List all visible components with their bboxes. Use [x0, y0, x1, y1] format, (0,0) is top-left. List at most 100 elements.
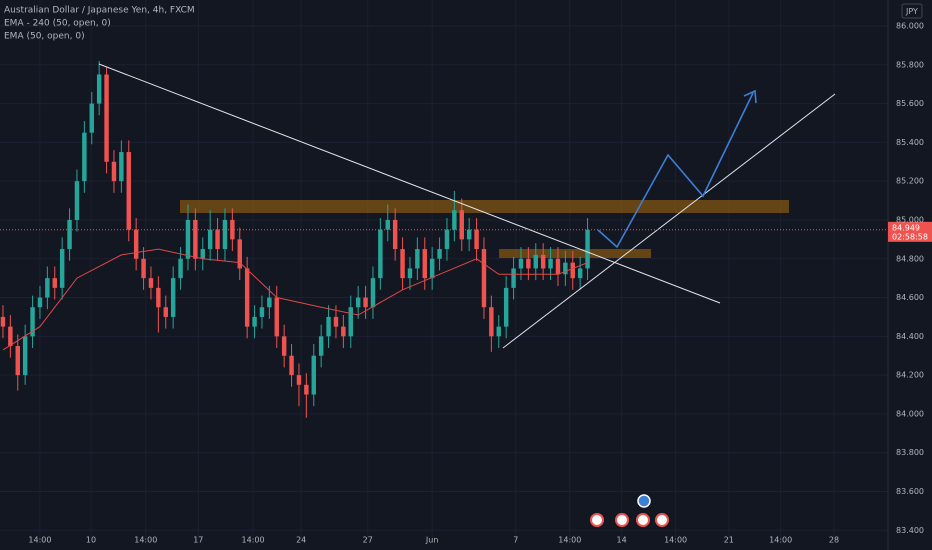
y-tick-label: 85.400 [896, 138, 924, 147]
candle-body [585, 229, 590, 269]
arrow-head [743, 89, 757, 104]
candle-body [141, 258, 146, 279]
candle-body [22, 336, 28, 376]
projection-path [597, 92, 754, 249]
x-tick-label: 7 [513, 536, 518, 545]
event-icon[interactable] [637, 494, 651, 508]
candle-body [193, 219, 198, 259]
candle-body [341, 326, 346, 337]
candle-body [289, 355, 294, 376]
candle-body [333, 316, 339, 327]
candle-body [126, 152, 131, 230]
candle-body [489, 307, 494, 337]
candle-body [422, 249, 427, 279]
candle-body [119, 152, 124, 182]
candle-body [215, 229, 220, 250]
candle-body [274, 297, 279, 337]
x-tick-label: 14:00 [134, 536, 157, 545]
candle-body [133, 229, 139, 259]
candle-body [577, 268, 583, 279]
candle-body [59, 249, 65, 288]
x-tick-label: 10 [86, 536, 96, 545]
currency-box[interactable] [901, 3, 923, 19]
y-tick-label: 83.600 [896, 487, 924, 496]
candle-body [267, 297, 272, 308]
y-tick-label: 85.600 [896, 99, 924, 108]
candle-body [518, 258, 524, 269]
candle-body [0, 316, 6, 327]
y-tick-label: 84.000 [896, 409, 924, 418]
indicator-legend: EMA - 240 (50, open, 0) [4, 19, 111, 29]
y-tick-label: 86.000 [896, 21, 924, 30]
candle-body [96, 74, 102, 104]
candle-body [452, 210, 457, 230]
candle-body [170, 278, 176, 317]
event-icon[interactable] [655, 513, 669, 527]
resistance-zone [180, 200, 789, 213]
candle-body [37, 297, 43, 308]
candle-body [429, 258, 435, 279]
candle-body [378, 229, 383, 279]
candle-body [163, 307, 168, 317]
y-tick-label: 83.400 [896, 526, 924, 535]
candle-body [244, 268, 250, 327]
y-tick-label: 84.600 [896, 293, 924, 302]
candle-body [466, 229, 472, 240]
event-icon[interactable] [636, 513, 650, 527]
candle-body [82, 132, 87, 182]
trend-line [502, 93, 836, 349]
candle-body [148, 278, 154, 288]
event-icons [590, 494, 669, 527]
candle-body [370, 278, 376, 308]
support-zone [499, 249, 651, 258]
candle-body [326, 316, 331, 337]
candle-body [111, 161, 117, 182]
candle-body [496, 326, 501, 337]
y-tick-label: 85.000 [896, 215, 924, 224]
candle-body [281, 336, 287, 356]
drawings-front [0, 63, 888, 527]
candle-body [200, 249, 205, 259]
grid [0, 0, 888, 540]
candle-body [8, 326, 13, 347]
trend-line [98, 63, 721, 304]
event-icon[interactable] [615, 513, 629, 527]
x-tick-label: 14:00 [242, 536, 265, 545]
candle-body [444, 229, 450, 250]
candle-body [385, 219, 390, 230]
event-icon[interactable] [590, 513, 604, 527]
candle-body [392, 219, 398, 250]
candle-body [570, 262, 575, 279]
candle-body [548, 258, 553, 269]
candle-body [296, 375, 302, 385]
x-tick-label: 14 [617, 536, 627, 545]
currency: JPY [905, 7, 918, 16]
candle-body [407, 268, 413, 279]
x-tick-label: 17 [193, 536, 203, 545]
y-tick-label: 84.400 [896, 332, 924, 341]
price-box [888, 221, 932, 242]
candle-body [74, 181, 80, 220]
candle-body [563, 262, 568, 275]
chart-title: Australian Dollar / Japanese Yen, 4h, FX… [4, 6, 195, 16]
candle-body [355, 297, 361, 308]
candle-body [511, 268, 516, 288]
candle-body [481, 249, 487, 308]
x-tick-label: 24 [296, 536, 306, 545]
candle-body [230, 219, 235, 240]
candle-body [474, 229, 479, 250]
x-tick-label: 14:00 [664, 536, 687, 545]
y-tick-label: 85.200 [896, 177, 924, 186]
x-tick-label: Jun [425, 536, 439, 545]
x-tick-label: 28 [829, 536, 839, 545]
candle-body [311, 355, 316, 395]
candle-body [104, 74, 109, 162]
y-tick-label: 84.200 [896, 371, 924, 380]
candle-body [185, 219, 191, 259]
x-tick-label: 21 [724, 536, 734, 545]
candle-body [15, 346, 20, 376]
